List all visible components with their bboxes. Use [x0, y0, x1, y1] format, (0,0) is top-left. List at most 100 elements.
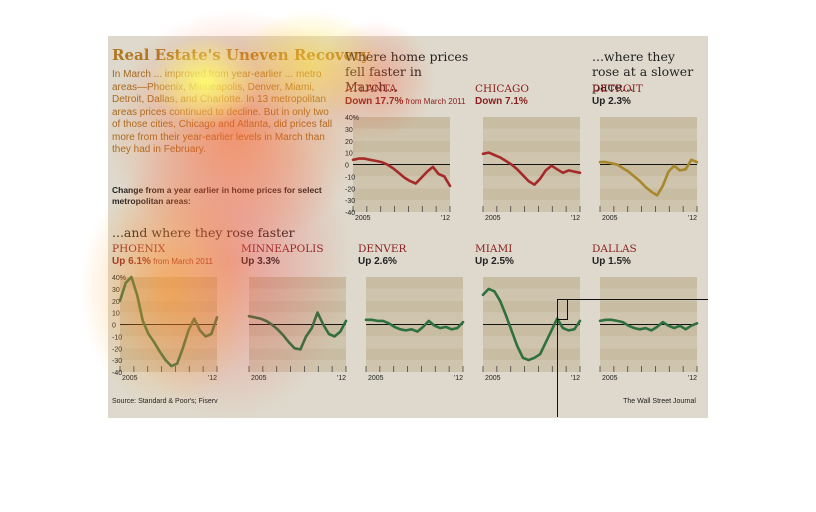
- chart-change-note: from March 2011: [403, 97, 466, 106]
- plot-band: [600, 348, 697, 361]
- chart-change: Up 2.3%: [592, 96, 631, 107]
- chart-atlanta: ATLANTA Down 17.7% from March 2011 40% 30 20…: [345, 83, 465, 222]
- x-tick-label: 2005: [485, 375, 501, 382]
- x-tick-label: '12: [571, 215, 580, 222]
- y-tick-label: -40: [112, 370, 122, 377]
- plot-band: [600, 312, 697, 325]
- plot-band: [366, 300, 463, 313]
- highlight-line-top: [557, 299, 708, 300]
- chart-chicago: CHICAGO Down 7.1% 2005 '12: [475, 83, 582, 222]
- plot-band: [366, 277, 463, 289]
- source-note: Source: Standard & Poor's; Fiserv: [112, 398, 218, 405]
- chart-change-value: Up 2.6%: [358, 256, 397, 267]
- chart-title: DALLAS: [592, 243, 637, 255]
- intro-body: In March ... improved from year-earlier …: [112, 69, 333, 155]
- y-tick-label: 30: [112, 287, 120, 294]
- y-tick-label: 0: [112, 323, 116, 330]
- plot-band: [600, 128, 697, 141]
- infographic-panel: Real Estate's Uneven Recovery In March .…: [108, 36, 708, 418]
- x-tick-label: 2005: [602, 215, 618, 222]
- plot-band: [483, 117, 580, 129]
- chart-change-value: Up 3.3%: [241, 256, 280, 267]
- plot-band: [600, 176, 697, 189]
- line-chart: 2005 '12: [598, 117, 699, 222]
- chart-dallas: DALLAS Up 1.5% 2005 '12: [592, 243, 699, 382]
- y-tick-label: 20: [345, 139, 353, 146]
- y-tick-label: 40%: [345, 115, 359, 122]
- header-faster: ...and where they rose faster: [112, 225, 295, 240]
- plot-band: [483, 360, 580, 372]
- x-tick-label: '12: [441, 215, 450, 222]
- chart-change: Up 2.5%: [475, 256, 514, 267]
- chart-change: Down 17.7% from March 2011: [345, 96, 465, 107]
- plot-band: [483, 277, 580, 289]
- plot-band: [353, 117, 450, 129]
- chart-change-value: Up 6.1%: [112, 256, 151, 267]
- plot-band: [249, 277, 346, 289]
- plot-band: [600, 117, 697, 129]
- x-tick-label: 2005: [355, 215, 371, 222]
- y-tick-label: -10: [112, 334, 122, 341]
- line-chart: 2005 '12: [364, 277, 465, 382]
- chart-change-value: Down 7.1%: [475, 96, 528, 107]
- line-chart: 2005 '12: [481, 117, 582, 222]
- y-tick-label: 20: [112, 299, 120, 306]
- line-chart: 2005 '12: [247, 277, 348, 382]
- chart-change: Up 2.6%: [358, 256, 397, 267]
- plot-band: [483, 300, 580, 313]
- plot-band: [600, 360, 697, 372]
- y-tick-label: -20: [345, 186, 355, 193]
- x-tick-label: 2005: [602, 375, 618, 382]
- chart-title: ATLANTA: [345, 83, 397, 95]
- y-tick-label: -10: [345, 174, 355, 181]
- plot-band: [249, 288, 346, 301]
- x-tick-label: 2005: [122, 375, 138, 382]
- plot-band: [483, 152, 580, 165]
- plot-band: [366, 348, 463, 361]
- x-tick-label: 2005: [368, 375, 384, 382]
- x-tick-label: '12: [337, 375, 346, 382]
- plot-band: [483, 200, 580, 212]
- chart-change: Up 3.3%: [241, 256, 280, 267]
- chart-title: DENVER: [358, 243, 407, 255]
- x-tick-label: '12: [688, 215, 697, 222]
- chart-change-note: from March 2011: [150, 257, 214, 266]
- x-tick-label: '12: [688, 375, 697, 382]
- plot-band: [353, 140, 450, 153]
- x-tick-label: '12: [571, 375, 580, 382]
- plot-band: [353, 176, 450, 189]
- highlight-tick-base: [557, 319, 568, 320]
- plot-band: [366, 288, 463, 301]
- intro-title: Real Estate's Uneven Recovery: [112, 46, 370, 64]
- plot-band: [249, 336, 346, 349]
- plot-band: [600, 140, 697, 153]
- plot-band: [353, 200, 450, 212]
- y-tick-label: -30: [112, 358, 122, 365]
- plot-band: [366, 312, 463, 325]
- chart-change: Up 6.1% from March 2011: [112, 256, 213, 267]
- y-tick-label: 30: [345, 127, 353, 134]
- y-tick-label: 10: [345, 151, 353, 158]
- y-tick-label: 10: [112, 311, 120, 318]
- line-chart: 2005 '12: [481, 277, 582, 382]
- plot-band: [353, 128, 450, 141]
- chart-change-value: Up 2.3%: [592, 96, 631, 107]
- wsj-credit: The Wall Street Journal: [623, 398, 696, 405]
- plot-band: [600, 200, 697, 212]
- plot-band: [353, 188, 450, 201]
- y-tick-label: 0: [345, 163, 349, 170]
- x-tick-label: 2005: [485, 215, 501, 222]
- chart-change-value: Up 1.5%: [592, 256, 631, 267]
- chart-detroit: DETROIT Up 2.3% 2005 '12: [592, 83, 699, 222]
- highlight-tick: [567, 299, 568, 319]
- plot-band: [483, 128, 580, 141]
- y-tick-label: -20: [112, 346, 122, 353]
- line-chart: 2005 '12: [598, 277, 699, 382]
- chart-title: CHICAGO: [475, 83, 529, 95]
- chart-minneapolis: MINNEAPOLIS Up 3.3% 2005 '12: [241, 243, 348, 382]
- chart-title: MINNEAPOLIS: [241, 243, 324, 255]
- chart-change: Up 1.5%: [592, 256, 631, 267]
- highlight-line-left: [557, 299, 558, 417]
- x-tick-label: '12: [208, 375, 217, 382]
